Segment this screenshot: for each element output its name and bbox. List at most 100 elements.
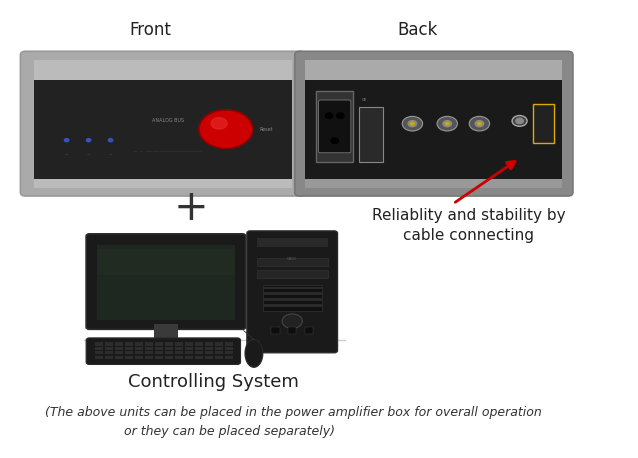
FancyBboxPatch shape xyxy=(132,338,200,344)
FancyBboxPatch shape xyxy=(216,347,223,350)
Circle shape xyxy=(337,113,344,118)
FancyBboxPatch shape xyxy=(295,51,573,196)
FancyBboxPatch shape xyxy=(263,292,322,295)
Circle shape xyxy=(408,120,417,127)
FancyBboxPatch shape xyxy=(216,351,223,354)
FancyBboxPatch shape xyxy=(20,51,305,196)
Circle shape xyxy=(211,118,227,129)
Circle shape xyxy=(516,118,523,124)
FancyBboxPatch shape xyxy=(359,107,383,162)
FancyBboxPatch shape xyxy=(34,60,292,80)
FancyBboxPatch shape xyxy=(205,355,213,359)
FancyBboxPatch shape xyxy=(145,351,152,354)
Text: or they can be placed separately): or they can be placed separately) xyxy=(124,425,335,438)
FancyBboxPatch shape xyxy=(225,347,233,350)
FancyBboxPatch shape xyxy=(263,304,322,307)
FancyBboxPatch shape xyxy=(205,347,213,350)
FancyBboxPatch shape xyxy=(145,347,152,350)
FancyBboxPatch shape xyxy=(257,270,327,278)
FancyBboxPatch shape xyxy=(186,355,193,359)
FancyBboxPatch shape xyxy=(86,338,241,365)
FancyBboxPatch shape xyxy=(156,347,163,350)
FancyBboxPatch shape xyxy=(105,347,113,350)
Text: MADE: MADE xyxy=(287,257,297,261)
FancyBboxPatch shape xyxy=(225,343,233,346)
Circle shape xyxy=(325,113,333,118)
FancyBboxPatch shape xyxy=(305,60,563,80)
FancyBboxPatch shape xyxy=(115,351,122,354)
FancyBboxPatch shape xyxy=(225,351,233,354)
FancyBboxPatch shape xyxy=(95,347,103,350)
Text: Controlling System: Controlling System xyxy=(128,373,299,392)
Text: (The above units can be placed in the power amplifier box for overall operation: (The above units can be placed in the po… xyxy=(45,406,542,419)
FancyBboxPatch shape xyxy=(216,355,223,359)
Circle shape xyxy=(64,139,69,142)
Text: —: — xyxy=(87,152,91,156)
Text: Front: Front xyxy=(129,21,171,39)
FancyBboxPatch shape xyxy=(156,355,163,359)
FancyBboxPatch shape xyxy=(316,91,353,162)
Circle shape xyxy=(512,115,527,126)
FancyBboxPatch shape xyxy=(195,347,203,350)
FancyBboxPatch shape xyxy=(195,343,203,346)
FancyBboxPatch shape xyxy=(186,347,193,350)
FancyBboxPatch shape xyxy=(288,327,297,334)
FancyBboxPatch shape xyxy=(86,234,246,329)
FancyBboxPatch shape xyxy=(34,80,292,179)
FancyBboxPatch shape xyxy=(135,347,143,350)
Circle shape xyxy=(437,116,457,131)
Circle shape xyxy=(445,122,449,125)
FancyBboxPatch shape xyxy=(263,298,322,301)
FancyBboxPatch shape xyxy=(125,343,133,346)
FancyBboxPatch shape xyxy=(195,351,203,354)
FancyBboxPatch shape xyxy=(165,347,173,350)
Text: +: + xyxy=(174,187,209,229)
FancyBboxPatch shape xyxy=(154,324,178,342)
FancyBboxPatch shape xyxy=(97,249,235,275)
FancyBboxPatch shape xyxy=(115,343,122,346)
FancyBboxPatch shape xyxy=(145,355,152,359)
Text: Reliablity and stability by: Reliablity and stability by xyxy=(372,208,566,223)
Ellipse shape xyxy=(245,339,263,367)
FancyBboxPatch shape xyxy=(216,343,223,346)
FancyBboxPatch shape xyxy=(533,104,554,143)
Text: —  —  ————————————————: — — ———————————————— xyxy=(135,149,202,153)
FancyBboxPatch shape xyxy=(125,347,133,350)
FancyBboxPatch shape xyxy=(257,258,327,266)
FancyBboxPatch shape xyxy=(165,351,173,354)
Circle shape xyxy=(443,120,452,127)
FancyBboxPatch shape xyxy=(318,100,351,153)
FancyBboxPatch shape xyxy=(305,179,563,188)
FancyBboxPatch shape xyxy=(95,351,103,354)
FancyBboxPatch shape xyxy=(125,355,133,359)
Circle shape xyxy=(282,314,302,328)
Circle shape xyxy=(475,120,484,127)
FancyBboxPatch shape xyxy=(115,355,122,359)
FancyBboxPatch shape xyxy=(195,355,203,359)
FancyBboxPatch shape xyxy=(263,287,322,289)
FancyBboxPatch shape xyxy=(305,327,313,334)
FancyBboxPatch shape xyxy=(125,351,133,354)
Text: Back: Back xyxy=(397,21,438,39)
FancyBboxPatch shape xyxy=(165,355,173,359)
FancyBboxPatch shape xyxy=(205,343,213,346)
FancyBboxPatch shape xyxy=(34,179,292,188)
FancyBboxPatch shape xyxy=(175,351,183,354)
FancyBboxPatch shape xyxy=(135,355,143,359)
FancyBboxPatch shape xyxy=(175,355,183,359)
FancyBboxPatch shape xyxy=(105,343,113,346)
Text: —: — xyxy=(109,152,112,156)
Circle shape xyxy=(331,138,338,143)
Text: CE: CE xyxy=(361,98,367,102)
FancyBboxPatch shape xyxy=(105,351,113,354)
FancyBboxPatch shape xyxy=(97,245,235,320)
Circle shape xyxy=(402,116,422,131)
Text: ANALOG BUS: ANALOG BUS xyxy=(152,119,184,123)
FancyBboxPatch shape xyxy=(247,231,338,353)
FancyBboxPatch shape xyxy=(135,343,143,346)
Text: —: — xyxy=(65,152,68,156)
FancyBboxPatch shape xyxy=(305,80,563,179)
FancyBboxPatch shape xyxy=(263,285,322,311)
FancyBboxPatch shape xyxy=(135,351,143,354)
FancyBboxPatch shape xyxy=(186,351,193,354)
